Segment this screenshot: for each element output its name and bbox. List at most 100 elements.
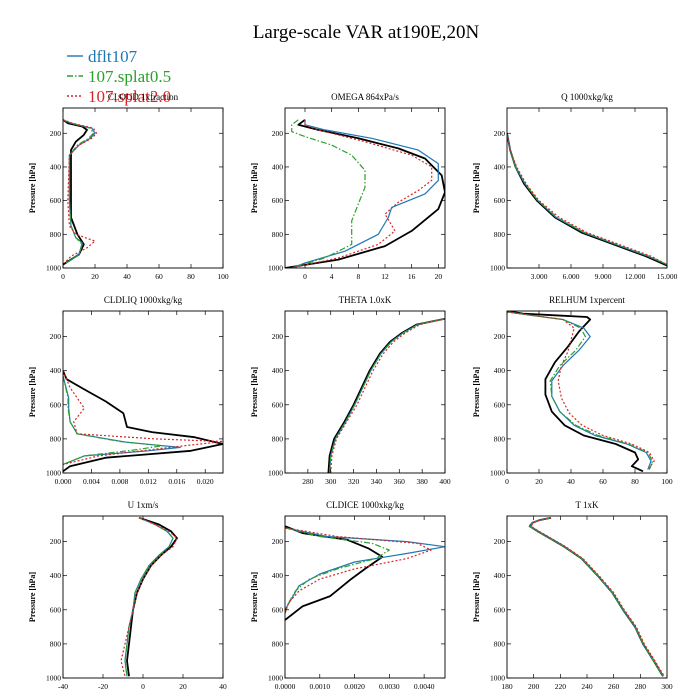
y-axis-label: Pressure [hPa]	[28, 367, 37, 417]
y-tick-label: 200	[272, 537, 284, 546]
x-tick-label: 100	[661, 477, 673, 486]
x-tick-label: 0.000	[55, 477, 72, 486]
x-tick-label: 200	[528, 682, 540, 691]
x-tick-label: 0	[505, 477, 509, 486]
series-line-1	[291, 119, 439, 268]
y-tick-label: 600	[272, 400, 284, 409]
y-tick-label: 400	[272, 571, 284, 580]
series-line-1	[529, 517, 664, 677]
y-tick-label: 800	[50, 230, 62, 239]
plot-frame	[284, 310, 446, 474]
plot-frame	[62, 515, 224, 679]
x-tick-label: 9.000	[595, 272, 612, 281]
x-tick-label: 80	[631, 477, 639, 486]
panel-title: OMEGA 864xPa/s	[331, 92, 399, 102]
y-tick-label: 800	[494, 639, 506, 648]
y-tick-label: 400	[494, 366, 506, 375]
legend-label-1: 107.splat0.5	[88, 67, 171, 86]
x-tick-label: 0	[61, 272, 65, 281]
y-tick-label: 600	[272, 605, 284, 614]
y-tick-label: 600	[494, 605, 506, 614]
y-tick-label: 600	[494, 400, 506, 409]
x-tick-label: 0.0030	[379, 682, 400, 691]
series-line-3	[63, 370, 223, 466]
x-tick-label: 15.000	[657, 272, 678, 281]
panel-2: Q 1000xkg/kg 200 400 600 800 1000 3.000 6.000 9.…	[472, 92, 678, 281]
series-group	[285, 525, 445, 621]
series-line-2	[507, 311, 654, 470]
panel-title: T 1xK	[575, 500, 599, 510]
x-tick-label: 40	[567, 477, 575, 486]
y-tick-label: 1000	[268, 264, 283, 273]
x-tick-label: 400	[439, 477, 451, 486]
y-tick-label: 1000	[490, 674, 505, 683]
plot-frame	[62, 107, 224, 269]
series-line-2	[291, 119, 366, 268]
series-line-3	[291, 119, 433, 268]
series-line-0	[528, 516, 664, 677]
y-axis-label: Pressure [hPa]	[250, 367, 259, 417]
x-tick-label: -40	[58, 682, 68, 691]
x-tick-label: 80	[187, 272, 195, 281]
y-tick-label: 200	[494, 332, 506, 341]
x-tick-label: 20	[535, 477, 543, 486]
x-tick-label: 40	[219, 682, 227, 691]
x-tick-label: 0.0000	[275, 682, 296, 691]
series-line-3	[507, 311, 655, 470]
x-tick-label: 0.004	[83, 477, 100, 486]
x-tick-label: 100	[217, 272, 229, 281]
x-tick-label: 12.000	[625, 272, 646, 281]
series-group	[507, 133, 667, 267]
x-tick-label: 180	[501, 682, 513, 691]
x-tick-label: 12	[381, 272, 389, 281]
y-tick-label: 800	[272, 639, 284, 648]
y-tick-label: 1000	[268, 469, 283, 478]
x-tick-label: 280	[302, 477, 314, 486]
series-line-3	[120, 517, 178, 677]
y-tick-label: 600	[50, 196, 62, 205]
y-tick-label: 1000	[46, 674, 61, 683]
y-axis-label: Pressure [hPa]	[28, 572, 37, 622]
x-tick-label: 0.0010	[309, 682, 330, 691]
x-tick-label: 0.016	[168, 477, 185, 486]
series-line-0	[327, 317, 445, 473]
legend-label-0: dflt107	[88, 47, 138, 66]
y-tick-label: 800	[494, 434, 506, 443]
x-tick-label: 20	[179, 682, 187, 691]
series-line-1	[507, 133, 667, 266]
x-tick-label: 0.0020	[344, 682, 365, 691]
panel-title: U 1xm/s	[128, 500, 159, 510]
series-line-0	[507, 133, 667, 267]
y-tick-label: 200	[50, 129, 62, 138]
series-group	[327, 317, 445, 473]
y-tick-label: 200	[50, 332, 62, 341]
series-line-0	[63, 370, 223, 473]
x-tick-label: 60	[599, 477, 607, 486]
x-tick-label: 240	[581, 682, 593, 691]
series-line-3	[285, 527, 432, 614]
y-tick-label: 400	[272, 162, 284, 171]
series-line-1	[507, 311, 652, 470]
y-tick-label: 800	[272, 434, 284, 443]
legend-label-2: 107.splat2.0	[88, 87, 171, 106]
panel-title: RELHUM 1xpercent	[549, 295, 625, 305]
series-line-1	[329, 318, 445, 473]
y-tick-label: 600	[50, 400, 62, 409]
y-axis-label: Pressure [hPa]	[28, 163, 37, 213]
series-line-2	[63, 119, 94, 264]
panel-6: U 1xm/s 200 400 600 800 1000-40 -20 0 20 40 Pressu…	[28, 500, 227, 691]
x-tick-label: 380	[417, 477, 429, 486]
y-tick-label: 200	[272, 332, 284, 341]
figure-title: Large-scale VAR at190E,20N	[253, 22, 480, 43]
series-line-0	[285, 525, 384, 621]
series-line-2	[63, 375, 164, 466]
plot-frame	[284, 107, 446, 269]
x-tick-label: 0.020	[197, 477, 214, 486]
series-group	[63, 370, 223, 473]
x-tick-label: 3.000	[531, 272, 548, 281]
y-tick-label: 200	[272, 129, 284, 138]
